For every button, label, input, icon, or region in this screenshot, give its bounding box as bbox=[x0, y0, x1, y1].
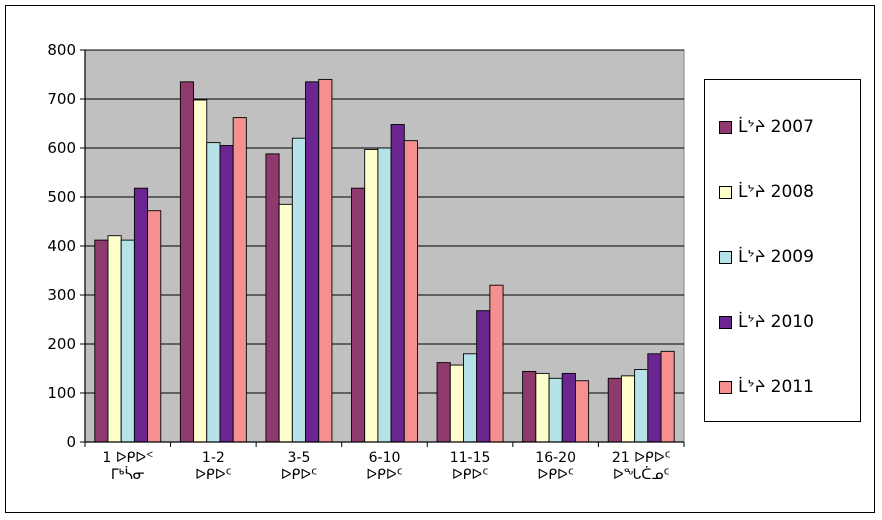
x-category-label: ᐅᖓᑖᓄᑦ bbox=[613, 466, 670, 483]
bar bbox=[661, 351, 674, 442]
bar bbox=[108, 236, 121, 442]
bar bbox=[450, 365, 463, 442]
bar bbox=[194, 100, 207, 442]
y-tick-label: 100 bbox=[47, 384, 76, 402]
legend-swatch bbox=[719, 316, 732, 329]
bar bbox=[437, 363, 450, 442]
x-axis-categories: 1 ᐅᑭᐅᑉᒥᒃᓵᓂ1-2ᐅᑭᐅᑦ3-5ᐅᑭᐅᑦ6-10ᐅᑭᐅᑦ11-15ᐅᑭᐅ… bbox=[102, 450, 670, 483]
bar bbox=[463, 354, 476, 442]
bar bbox=[635, 369, 648, 442]
bar bbox=[220, 146, 233, 442]
bar bbox=[608, 378, 621, 442]
bar bbox=[562, 373, 575, 442]
legend-item: ᒫᔾᔨ 2010 bbox=[719, 311, 814, 333]
bar bbox=[549, 378, 562, 442]
x-category-label: ᐅᑭᐅᑦ bbox=[281, 467, 317, 483]
legend-item: ᒫᔾᔨ 2009 bbox=[719, 246, 814, 268]
x-category-label: ᒥᒃᓵᓂ bbox=[111, 466, 145, 483]
bar bbox=[365, 149, 378, 442]
bar bbox=[477, 311, 490, 442]
bar bbox=[121, 240, 134, 442]
legend-swatch bbox=[719, 251, 732, 264]
y-tick-label: 0 bbox=[66, 433, 76, 451]
bar bbox=[391, 124, 404, 442]
bar bbox=[575, 381, 588, 442]
bar bbox=[148, 211, 161, 442]
x-category-label: 1 ᐅᑭᐅᑉ bbox=[102, 450, 153, 466]
x-category-label: 1-2 bbox=[202, 450, 225, 466]
x-category-label: ᐅᑭᐅᑦ bbox=[452, 467, 488, 483]
legend-label: ᒫᔾᔨ 2009 bbox=[738, 247, 814, 267]
bar bbox=[648, 354, 661, 442]
bar bbox=[378, 148, 391, 442]
bar bbox=[207, 143, 220, 442]
legend-label: ᒫᔾᔨ 2011 bbox=[738, 377, 814, 397]
bar bbox=[180, 82, 193, 442]
x-category-label: 16-20 bbox=[535, 450, 576, 466]
x-category-label: ᐅᑭᐅᑦ bbox=[195, 467, 231, 483]
y-tick-label: 400 bbox=[47, 237, 76, 255]
y-axis-ticks: 0 100 200 300 400 500 600 700 800 bbox=[47, 41, 76, 451]
y-tick-label: 200 bbox=[47, 335, 76, 353]
bar bbox=[292, 138, 305, 442]
bar bbox=[95, 240, 108, 442]
legend-item: ᒫᔾᔨ 2011 bbox=[719, 376, 814, 398]
legend-item: ᒫᔾᔨ 2007 bbox=[719, 116, 814, 138]
y-tick-label: 600 bbox=[47, 139, 76, 157]
legend-swatch bbox=[719, 121, 732, 134]
bar bbox=[319, 79, 332, 442]
legend-item: ᒫᔾᔨ 2008 bbox=[719, 181, 814, 203]
bar bbox=[352, 188, 365, 442]
bar bbox=[266, 154, 279, 442]
legend-label: ᒫᔾᔨ 2010 bbox=[738, 312, 814, 332]
x-category-label: ᐅᑭᐅᑦ bbox=[366, 467, 402, 483]
y-tick-label: 500 bbox=[47, 188, 76, 206]
y-tick-label: 700 bbox=[47, 90, 76, 108]
legend-label: ᒫᔾᔨ 2007 bbox=[738, 117, 814, 137]
x-category-label: ᐅᑭᐅᑦ bbox=[537, 467, 573, 483]
bar bbox=[621, 376, 634, 442]
bar bbox=[134, 188, 147, 442]
bar bbox=[536, 373, 549, 442]
legend-swatch bbox=[719, 186, 732, 199]
legend-label: ᒫᔾᔨ 2008 bbox=[738, 182, 814, 202]
x-category-label: 21 ᐅᑭᐅᑦ bbox=[612, 450, 671, 466]
x-category-label: 3-5 bbox=[287, 450, 310, 466]
x-category-label: 6-10 bbox=[369, 450, 401, 466]
bar bbox=[306, 82, 319, 442]
bar bbox=[279, 204, 292, 442]
y-tick-label: 300 bbox=[47, 286, 76, 304]
legend: ᒫᔾᔨ 2007 ᒫᔾᔨ 2008 ᒫᔾᔨ 2009 ᒫᔾᔨ 2010 ᒫᔾᔨ 2011 bbox=[704, 79, 861, 422]
legend-swatch bbox=[719, 381, 732, 394]
bar bbox=[233, 118, 246, 442]
bar bbox=[523, 371, 536, 442]
y-tick-label: 800 bbox=[47, 41, 76, 59]
x-category-label: 11-15 bbox=[450, 450, 491, 466]
bar bbox=[404, 141, 417, 442]
bar bbox=[490, 285, 503, 442]
